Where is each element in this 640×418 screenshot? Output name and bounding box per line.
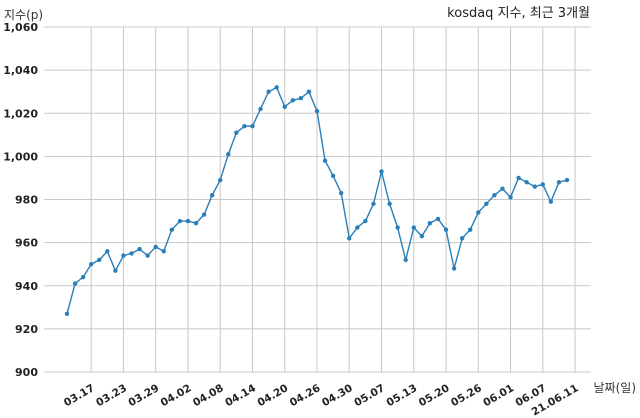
y-tick-label: 1,040 [3, 64, 38, 77]
data-point [484, 201, 489, 207]
data-point [121, 253, 126, 258]
y-tick-label: 940 [15, 280, 38, 293]
data-point [564, 177, 570, 183]
x-axis-label: 날짜(일) [594, 381, 636, 395]
data-point [290, 98, 296, 103]
y-axis-label: 지수(p) [4, 8, 43, 22]
data-point [137, 246, 142, 252]
data-point [347, 236, 352, 241]
y-tick-label: 1,000 [3, 150, 38, 163]
data-point [250, 123, 255, 129]
data-point [306, 89, 312, 94]
data-point [500, 186, 505, 191]
x-tick-label: 04.26 [288, 382, 323, 409]
data-point [282, 104, 287, 109]
data-point [492, 192, 497, 198]
data-point [556, 180, 562, 185]
x-tick-label: 03.29 [126, 382, 161, 409]
data-point [105, 249, 110, 254]
data-point [161, 249, 166, 254]
y-tick-label: 920 [15, 323, 38, 336]
y-tick-label: 980 [15, 194, 38, 207]
x-tick-label: 04.02 [159, 382, 194, 409]
data-point [218, 177, 223, 183]
data-point [371, 201, 376, 207]
data-point [524, 180, 529, 185]
x-tick-label: 03.23 [94, 382, 129, 409]
x-tick-label: 04.08 [191, 382, 226, 409]
chart-title: kosdaq 지수, 최근 3개월 [447, 6, 590, 21]
data-point [201, 212, 207, 217]
data-point [427, 221, 433, 226]
data-point [88, 261, 94, 267]
data-point [185, 218, 191, 224]
data-point [395, 225, 400, 230]
x-axis-tick-labels: 03.1703.2303.2904.0204.0804.1404.2004.26… [62, 382, 581, 418]
data-point [129, 251, 134, 256]
data-point [145, 253, 150, 258]
data-point [80, 274, 86, 280]
data-point [177, 218, 183, 224]
x-tick-label: 05.26 [449, 382, 484, 409]
data-point [540, 182, 546, 187]
data-point [548, 199, 554, 204]
data-point [419, 233, 425, 239]
data-point [242, 123, 247, 129]
data-point [387, 201, 392, 207]
grid-lines [44, 26, 591, 373]
data-point [72, 281, 78, 286]
data-point [355, 225, 360, 230]
x-tick-label: 05.13 [385, 382, 420, 409]
data-point [153, 244, 158, 250]
x-tick-label: 04.30 [320, 382, 355, 409]
data-point [298, 95, 304, 101]
data-point [379, 169, 384, 174]
x-tick-label: 06.01 [481, 382, 516, 409]
data-point [508, 195, 513, 200]
y-tick-label: 1,060 [3, 21, 38, 34]
series-kosdaq [64, 85, 570, 316]
data-point [451, 266, 457, 271]
data-point [468, 227, 473, 232]
data-point [330, 173, 336, 178]
data-point [226, 152, 231, 157]
data-point [97, 257, 102, 263]
data-point [314, 108, 320, 114]
data-point [266, 89, 271, 94]
y-tick-label: 1,020 [3, 107, 38, 120]
x-tick-label: 04.20 [255, 382, 290, 409]
data-point [403, 257, 408, 263]
x-tick-label: 05.07 [352, 382, 387, 409]
data-point [322, 158, 328, 163]
data-point [532, 184, 537, 189]
data-point [476, 210, 481, 215]
y-tick-label: 900 [15, 366, 38, 379]
data-point [274, 85, 279, 90]
data-point [363, 218, 368, 224]
data-point [411, 225, 416, 230]
data-point [209, 192, 215, 198]
data-point [113, 268, 118, 273]
y-tick-label: 960 [15, 237, 38, 250]
data-point [169, 227, 175, 232]
data-point [435, 216, 441, 222]
data-point [459, 236, 465, 241]
data-point [193, 221, 199, 226]
data-point [64, 311, 70, 316]
data-point [258, 106, 263, 112]
x-tick-label: 05.20 [417, 382, 452, 409]
y-axis-tick-labels: 900 920 940 960 980 1,000 1,020 1,040 1,060 [3, 21, 38, 379]
data-point [516, 175, 521, 181]
x-tick-label: 03.17 [62, 382, 97, 409]
data-point [443, 227, 449, 232]
data-point [338, 190, 344, 196]
x-tick-label: 04.14 [223, 382, 258, 409]
data-point [234, 130, 239, 135]
